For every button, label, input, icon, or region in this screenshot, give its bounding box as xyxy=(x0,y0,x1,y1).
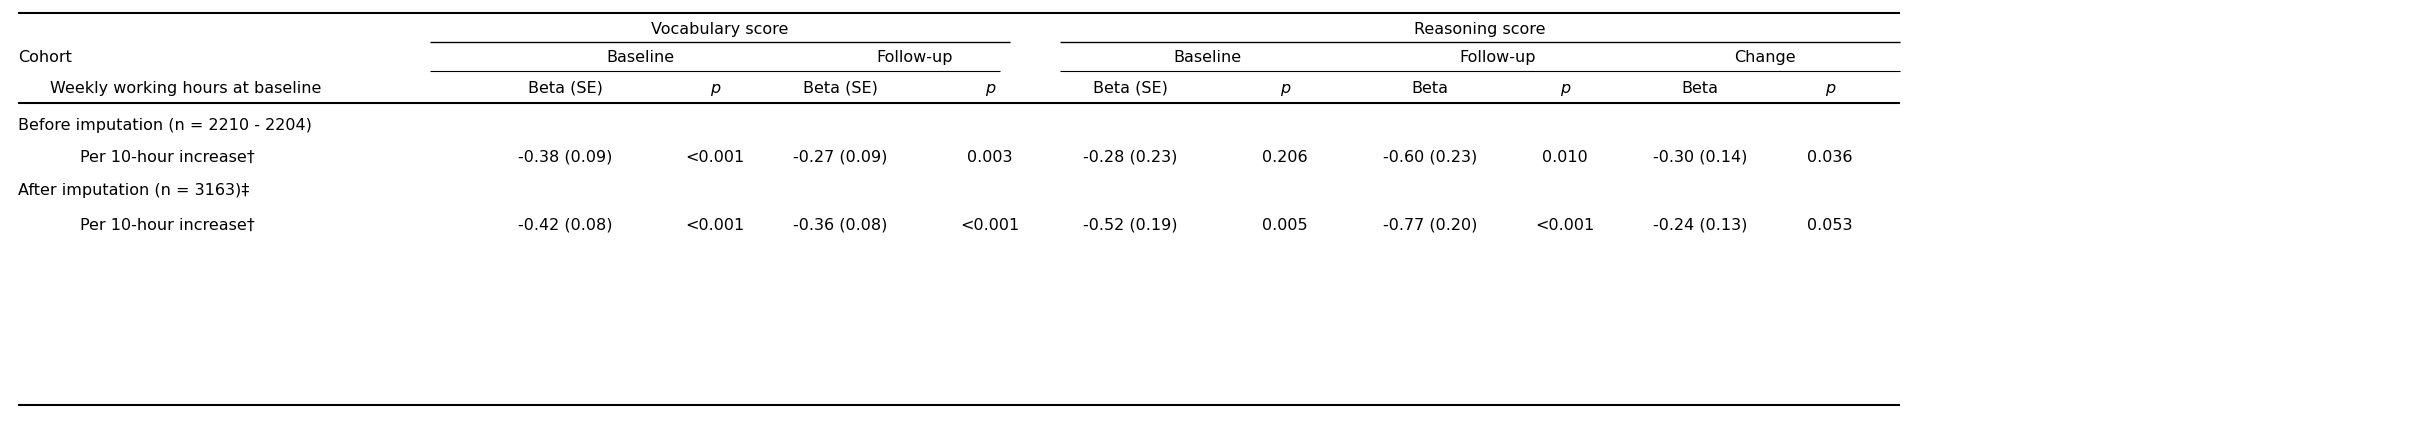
Text: -0.42 (0.08): -0.42 (0.08) xyxy=(518,217,613,233)
Text: Vocabulary score: Vocabulary score xyxy=(652,22,788,36)
Text: 0.003: 0.003 xyxy=(968,149,1014,165)
Text: p: p xyxy=(1281,80,1291,96)
Text: Per 10-hour increase†: Per 10-hour increase† xyxy=(80,149,255,165)
Text: -0.52 (0.19): -0.52 (0.19) xyxy=(1082,217,1177,233)
Text: p: p xyxy=(985,80,994,96)
Text: -0.36 (0.08): -0.36 (0.08) xyxy=(793,217,887,233)
Text: Beta: Beta xyxy=(1412,80,1449,96)
Text: Baseline: Baseline xyxy=(605,49,673,64)
Text: Beta (SE): Beta (SE) xyxy=(1092,80,1167,96)
Text: Baseline: Baseline xyxy=(1174,49,1242,64)
Text: 0.053: 0.053 xyxy=(1806,217,1852,233)
Text: 0.036: 0.036 xyxy=(1806,149,1852,165)
Text: 0.206: 0.206 xyxy=(1262,149,1308,165)
Text: Before imputation (n = 2210 - 2204): Before imputation (n = 2210 - 2204) xyxy=(17,118,311,132)
Text: -0.28 (0.23): -0.28 (0.23) xyxy=(1082,149,1177,165)
Text: Follow-up: Follow-up xyxy=(878,49,953,64)
Text: After imputation (n = 3163)‡: After imputation (n = 3163)‡ xyxy=(17,182,250,198)
Text: -0.27 (0.09): -0.27 (0.09) xyxy=(793,149,887,165)
Text: Beta (SE): Beta (SE) xyxy=(802,80,878,96)
Text: Beta (SE): Beta (SE) xyxy=(528,80,603,96)
Text: -0.60 (0.23): -0.60 (0.23) xyxy=(1383,149,1478,165)
Text: 0.010: 0.010 xyxy=(1541,149,1587,165)
Text: -0.38 (0.09): -0.38 (0.09) xyxy=(518,149,613,165)
Text: Cohort: Cohort xyxy=(17,49,73,64)
Text: -0.24 (0.13): -0.24 (0.13) xyxy=(1653,217,1748,233)
Text: p: p xyxy=(1561,80,1570,96)
Text: -0.77 (0.20): -0.77 (0.20) xyxy=(1383,217,1478,233)
Text: Beta: Beta xyxy=(1682,80,1719,96)
Text: Follow-up: Follow-up xyxy=(1459,49,1536,64)
Text: <0.001: <0.001 xyxy=(960,217,1019,233)
Text: 0.005: 0.005 xyxy=(1262,217,1308,233)
Text: -0.30 (0.14): -0.30 (0.14) xyxy=(1653,149,1748,165)
Text: Reasoning score: Reasoning score xyxy=(1415,22,1546,36)
Text: <0.001: <0.001 xyxy=(686,217,744,233)
Text: p: p xyxy=(710,80,720,96)
Text: Per 10-hour increase†: Per 10-hour increase† xyxy=(80,217,255,233)
Text: <0.001: <0.001 xyxy=(1536,217,1595,233)
Text: p: p xyxy=(1826,80,1835,96)
Text: Weekly working hours at baseline: Weekly working hours at baseline xyxy=(51,80,321,96)
Text: Change: Change xyxy=(1733,49,1797,64)
Text: <0.001: <0.001 xyxy=(686,149,744,165)
